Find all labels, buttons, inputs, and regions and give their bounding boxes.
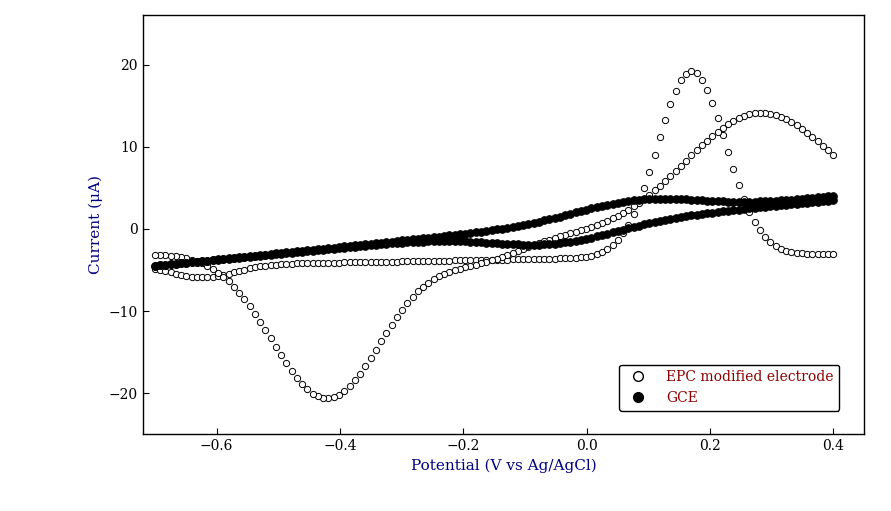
Legend: EPC modified electrode, GCE: EPC modified electrode, GCE bbox=[619, 364, 839, 411]
Y-axis label: Current (μA): Current (μA) bbox=[88, 175, 102, 274]
X-axis label: Potential (V vs Ag/AgCl): Potential (V vs Ag/AgCl) bbox=[411, 459, 596, 473]
